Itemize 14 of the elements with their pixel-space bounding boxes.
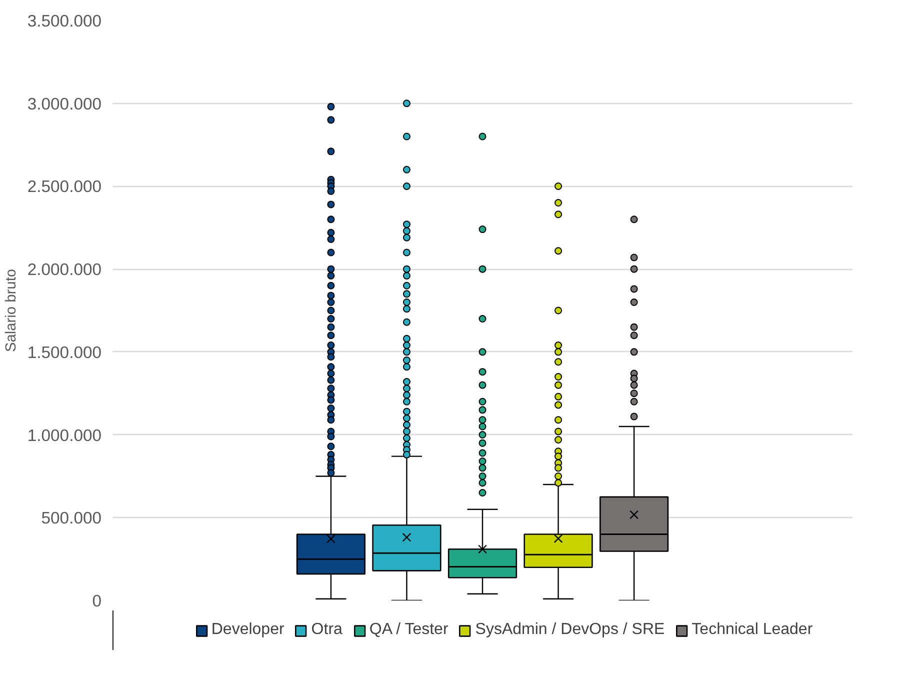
y-tick-label: 0 (92, 592, 102, 610)
legend-label: Technical Leader (692, 621, 813, 639)
y-tick-label: 1.500.000 (27, 342, 102, 362)
legend-label: Otra (311, 621, 342, 639)
legend-label: QA / Tester (369, 621, 448, 639)
y-axis-title: Salario bruto (3, 268, 20, 352)
y-tick-label: 1.000.000 (27, 426, 102, 445)
y-tick-label: 2.000.000 (27, 260, 102, 280)
legend-label: SysAdmin / DevOps / SRE (475, 621, 665, 639)
y-tick-label: 3.000.000 (27, 94, 102, 114)
legend-label: Developer (211, 621, 284, 639)
y-tick-label: 2.500.000 (27, 177, 102, 196)
y-tick-label: 3.500.000 (27, 12, 102, 30)
y-tick-label: 500.000 (41, 508, 102, 528)
